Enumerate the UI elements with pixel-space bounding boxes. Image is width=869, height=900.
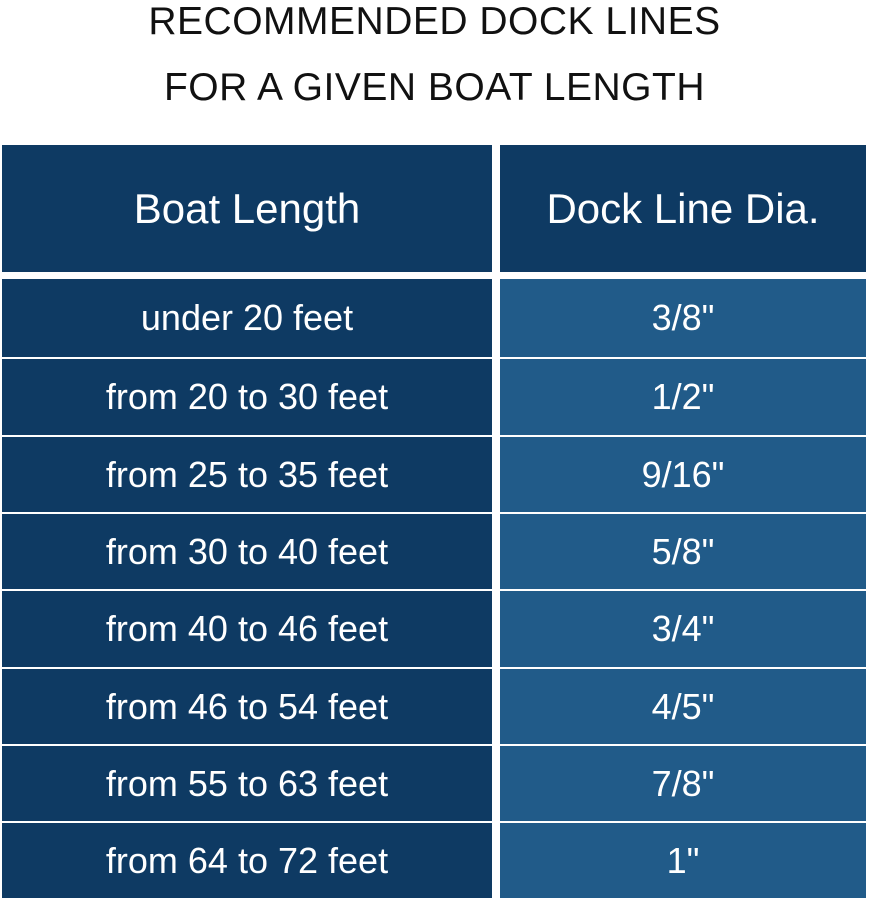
title-line-2: FOR A GIVEN BOAT LENGTH	[163, 66, 705, 109]
dock-line-dia-cell: 7/8"	[500, 746, 866, 821]
boat-length-cell: from 55 to 63 feet	[2, 746, 492, 821]
boat-length-cell: from 20 to 30 feet	[2, 359, 492, 435]
header-dock-line-dia: Dock Line Dia.	[500, 145, 866, 272]
boat-length-cell: from 46 to 54 feet	[2, 669, 492, 744]
dock-line-dia-cell: 1/2"	[500, 359, 866, 435]
dock-line-dia-cell: 3/8"	[500, 279, 866, 357]
boat-length-cell: from 25 to 35 feet	[2, 437, 492, 512]
header-boat-length: Boat Length	[2, 145, 492, 272]
dock-line-dia-cell: 1"	[500, 823, 866, 898]
dock-line-dia-cell: 3/4"	[500, 591, 866, 667]
boat-length-cell: from 40 to 46 feet	[2, 591, 492, 667]
dock-line-dia-cell: 9/16"	[500, 437, 866, 512]
title-line-1: RECOMMENDED DOCK LINES	[148, 0, 721, 43]
boat-length-cell: from 30 to 40 feet	[2, 514, 492, 589]
dock-line-dia-cell: 4/5"	[500, 669, 866, 744]
dock-line-dia-cell: 5/8"	[500, 514, 866, 589]
boat-length-cell: from 64 to 72 feet	[2, 823, 492, 898]
boat-length-cell: under 20 feet	[2, 279, 492, 357]
